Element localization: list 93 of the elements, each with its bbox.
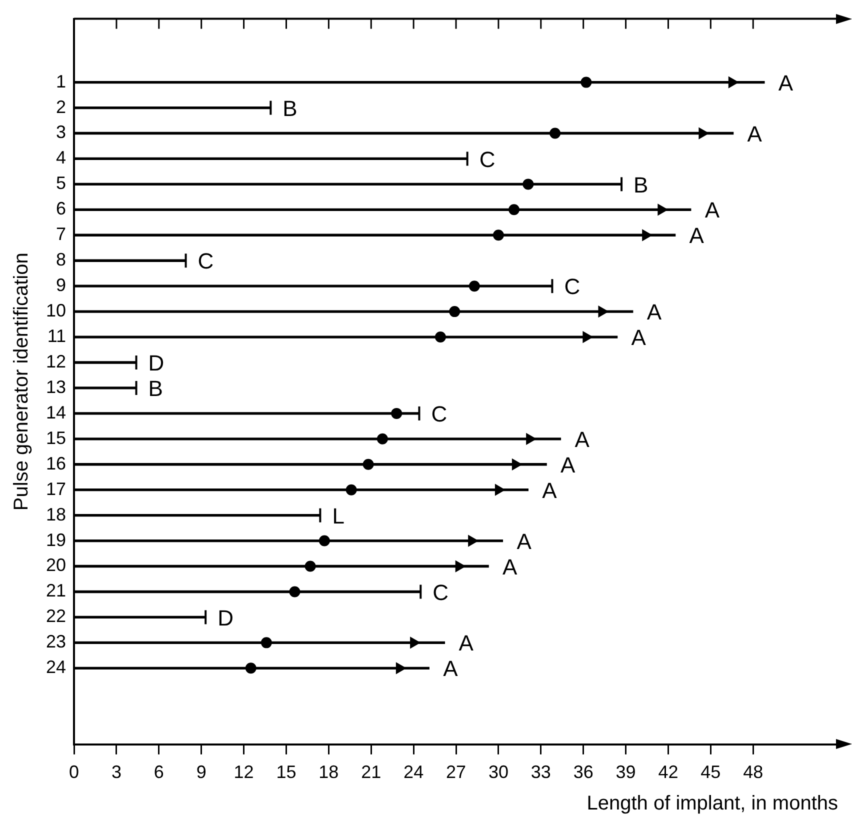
y-tick-label: 20 bbox=[46, 555, 66, 576]
data-label: L bbox=[332, 503, 344, 528]
data-label: C bbox=[564, 274, 580, 300]
x-tick-label: 27 bbox=[446, 762, 466, 782]
point bbox=[512, 458, 522, 470]
data-label: A bbox=[502, 554, 518, 580]
data-label: A bbox=[542, 478, 558, 503]
x-tick-label: 21 bbox=[361, 762, 382, 782]
data-label: A bbox=[778, 70, 794, 96]
point bbox=[580, 76, 592, 88]
y-tick-label: 4 bbox=[56, 148, 66, 168]
data-label: B bbox=[282, 96, 298, 121]
x-tick-label: 15 bbox=[276, 762, 296, 782]
y-tick-label: 23 bbox=[46, 632, 66, 652]
point bbox=[526, 433, 536, 445]
point bbox=[508, 204, 520, 216]
y-tick-label: 19 bbox=[46, 530, 66, 550]
x-axis-title: Length of implant, in months bbox=[586, 792, 838, 815]
y-tick-label: 6 bbox=[56, 198, 66, 219]
data-label: D bbox=[148, 350, 164, 376]
y-tick-label: 13 bbox=[46, 376, 66, 397]
point bbox=[492, 230, 504, 241]
data-label: A bbox=[704, 198, 720, 223]
point bbox=[289, 586, 300, 598]
point bbox=[728, 76, 738, 88]
point bbox=[318, 535, 330, 546]
x-tick-label: 33 bbox=[530, 762, 551, 782]
y-tick-label: 7 bbox=[56, 224, 66, 244]
point bbox=[598, 306, 608, 318]
y-tick-label: 16 bbox=[46, 453, 66, 474]
point bbox=[396, 662, 406, 674]
x-tick-label: 12 bbox=[234, 762, 254, 782]
x-tick-label: 48 bbox=[743, 762, 764, 782]
point bbox=[449, 306, 460, 318]
data-label: A bbox=[689, 223, 704, 248]
point bbox=[522, 178, 534, 190]
point bbox=[582, 331, 593, 343]
data-label: A bbox=[574, 426, 590, 452]
point bbox=[245, 662, 256, 674]
x-tick-label: 39 bbox=[616, 762, 636, 782]
x-tick-label: 30 bbox=[488, 762, 508, 782]
y-tick-label: 2 bbox=[56, 96, 66, 117]
y-tick-label: 1 bbox=[56, 71, 66, 92]
point bbox=[346, 484, 357, 496]
point bbox=[658, 204, 668, 216]
y-tick-label: 10 bbox=[46, 300, 66, 321]
point bbox=[376, 433, 388, 444]
point bbox=[362, 458, 374, 470]
data-label: A bbox=[443, 656, 458, 682]
data-label: A bbox=[516, 528, 532, 554]
y-tick-label: 17 bbox=[46, 478, 66, 499]
y-tick-label: 3 bbox=[56, 122, 66, 142]
point bbox=[391, 408, 402, 419]
point bbox=[494, 484, 505, 496]
x-tick-label: 45 bbox=[700, 762, 721, 782]
data-label: C bbox=[432, 580, 449, 605]
x-tick-label: 18 bbox=[318, 762, 339, 782]
y-tick-label: 9 bbox=[56, 275, 66, 296]
y-tick-label: 15 bbox=[46, 428, 66, 448]
point bbox=[304, 560, 316, 572]
data-label: A bbox=[747, 121, 762, 146]
x-tick-label: 9 bbox=[196, 762, 206, 782]
x-tick-label: 6 bbox=[154, 762, 164, 782]
y-tick-label: 22 bbox=[46, 606, 66, 626]
data-label: C bbox=[198, 248, 214, 274]
x-tick-label: 24 bbox=[404, 762, 424, 782]
data-label: A bbox=[646, 300, 662, 325]
y-tick-label: 18 bbox=[46, 504, 66, 524]
y-tick-label: 11 bbox=[47, 326, 66, 346]
x-tick-label: 0 bbox=[69, 762, 80, 782]
y-tick-label: 21 bbox=[46, 580, 66, 601]
x-tick-label: 36 bbox=[573, 762, 594, 782]
data-label: B bbox=[634, 172, 648, 198]
point bbox=[550, 128, 561, 139]
data-label: A bbox=[560, 452, 576, 478]
point bbox=[468, 280, 480, 292]
y-axis-title: Pulse generator identification bbox=[10, 252, 33, 511]
data-label: D bbox=[218, 605, 234, 630]
data-label: A bbox=[631, 325, 646, 350]
y-tick-label: 5 bbox=[56, 173, 66, 194]
x-tick-label: 42 bbox=[658, 762, 678, 782]
point bbox=[455, 560, 466, 572]
y-tick-label: 14 bbox=[46, 402, 66, 422]
data-label: C bbox=[431, 402, 448, 426]
point bbox=[434, 332, 446, 343]
y-tick-label: 12 bbox=[46, 351, 66, 372]
data-label: A bbox=[458, 630, 474, 656]
y-tick-label: 24 bbox=[46, 657, 66, 678]
point bbox=[260, 637, 272, 648]
data-label: B bbox=[148, 376, 163, 402]
y-tick-label: 8 bbox=[56, 250, 66, 270]
x-tick-label: 3 bbox=[111, 762, 122, 782]
data-label: C bbox=[479, 146, 496, 172]
